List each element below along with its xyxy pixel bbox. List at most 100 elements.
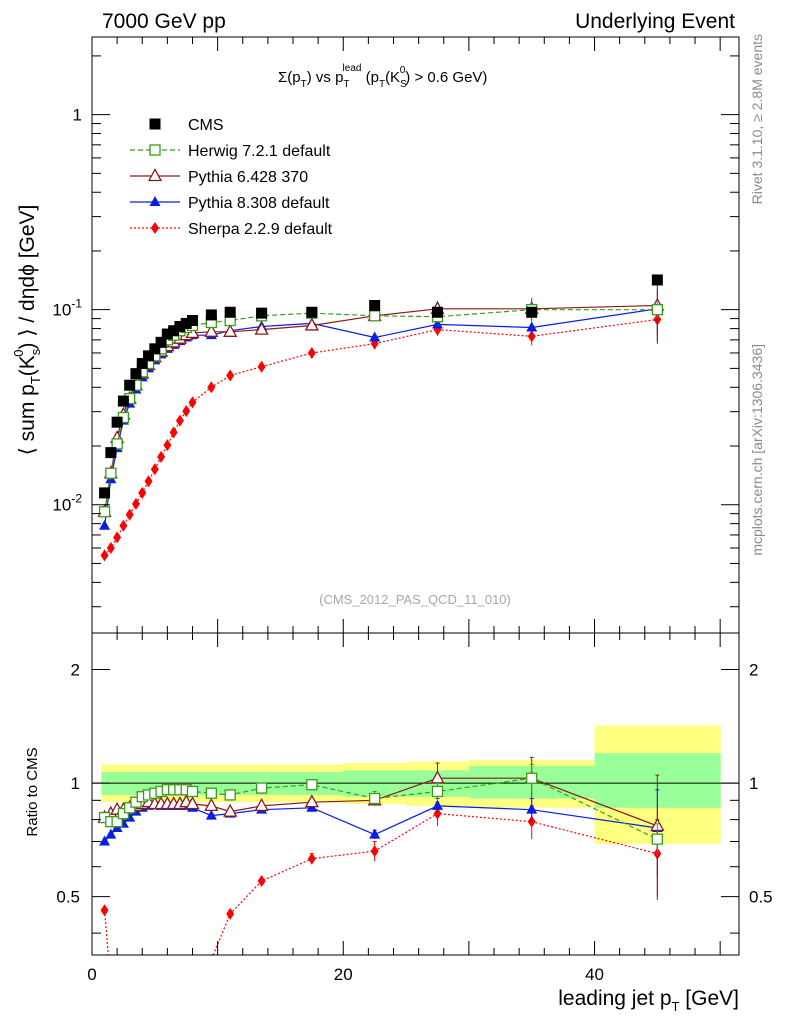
main-point-sherpa <box>119 519 128 532</box>
main-point-herwig <box>111 438 123 450</box>
tick-exponent: -1 <box>71 297 82 311</box>
legend-label-herwig: Herwig 7.2.1 default <box>188 143 331 160</box>
legend-marker-cms <box>149 118 161 130</box>
ratio-point-sherpa <box>163 992 171 1004</box>
main-point-sherpa <box>144 475 153 488</box>
legend-marker-sherpa <box>151 222 159 234</box>
main-point-sherpa <box>169 426 178 439</box>
legend-marker-pythia6 <box>147 168 163 182</box>
ratio-y-tick-label-right: 0.5 <box>749 888 773 907</box>
ratio-point-sherpa <box>370 845 379 858</box>
analysis-watermark: (CMS_2012_PAS_QCD_11_010) <box>319 592 511 607</box>
ratio-point-herwig <box>224 789 236 801</box>
main-point-sherpa <box>207 381 216 394</box>
main-point-sherpa <box>157 450 166 463</box>
main-point-cms <box>130 368 142 380</box>
legend-label-sherpa: Sherpa 2.2.9 default <box>188 221 333 238</box>
ratio-point-pythia8 <box>431 799 443 810</box>
x-axis-label: leading jet pT [GeV] <box>558 987 739 1014</box>
main-point-pythia6 <box>223 323 238 337</box>
main-point-cms <box>174 320 186 332</box>
main-point-herwig <box>651 304 663 316</box>
main-point-cms <box>155 336 167 348</box>
legend: CMS Herwig 7.2.1 default Pythia 6.428 370 P… <box>130 117 333 238</box>
main-point-cms <box>99 487 111 499</box>
legend-marker-herwig <box>149 144 161 156</box>
tick-base: 10 <box>52 496 71 515</box>
main-point-pythia8 <box>369 331 381 342</box>
ratio-series-group <box>97 756 665 1016</box>
ratio-point-sherpa <box>226 907 235 920</box>
main-point-sherpa <box>226 369 235 382</box>
main-point-cms <box>136 357 148 369</box>
ratio-point-herwig <box>205 787 217 799</box>
ratio-point-herwig <box>306 779 318 791</box>
main-point-cms <box>187 315 199 327</box>
main-point-pythia6 <box>204 323 219 337</box>
ratio-point-herwig <box>526 772 538 784</box>
main-point-sherpa <box>527 330 536 343</box>
ratio-point-herwig <box>186 785 199 798</box>
ratio-point-herwig <box>369 792 381 805</box>
main-y-label: ⟨ sum pT(Ks0) ⟩ / dηdϕ [GeV] <box>11 205 43 456</box>
ratio-point-sherpa <box>189 959 197 971</box>
main-y-tick-label: 10-1 <box>52 297 82 320</box>
main-point-pythia8 <box>99 519 111 530</box>
ratio-y-label: Ratio to CMS <box>24 747 41 836</box>
ratio-point-herwig <box>111 816 123 828</box>
main-point-cms <box>180 317 192 329</box>
ratio-point-pythia8 <box>105 828 117 839</box>
ratio-point-pythia8 <box>369 828 381 839</box>
x-tick-label: 0 <box>87 965 96 984</box>
main-y-tick-label: 1 <box>73 106 82 125</box>
main-point-pythia8 <box>526 321 538 332</box>
x-tick-label: 40 <box>585 965 604 984</box>
x-tick-label: 20 <box>334 965 353 984</box>
legend-label-pythia8: Pythia 8.308 default <box>188 195 330 212</box>
main-point-cms <box>526 306 538 318</box>
main-point-sherpa <box>113 531 122 544</box>
main-point-cms <box>111 416 123 428</box>
main-point-pythia6 <box>254 321 269 335</box>
main-y-tick-label: 10-2 <box>52 492 82 515</box>
ratio-point-pythia6 <box>223 803 238 817</box>
ratio-plot-frame <box>91 632 740 956</box>
ratio-y-tick-label-right: 2 <box>749 661 758 680</box>
main-series-group <box>97 274 665 562</box>
ratio-y-tick-label-left: 0.5 <box>56 888 80 907</box>
ratio-y-tick-label-right: 1 <box>749 774 758 793</box>
ratio-y-tick-label-left: 2 <box>71 661 80 680</box>
main-point-sherpa <box>307 346 316 359</box>
main-point-cms <box>149 343 161 355</box>
mcplots-label: mcplots.cern.ch [arXiv:1306.3436] <box>749 344 765 556</box>
main-point-herwig <box>98 506 111 518</box>
header-right: Underlying Event <box>575 10 735 33</box>
ratio-point-sherpa <box>157 1004 165 1016</box>
ratio-point-herwig <box>651 833 663 845</box>
main-point-cms <box>651 274 663 286</box>
main-point-pythia8 <box>431 318 443 329</box>
plot-title: Σ(pT) vs pTlead (pT(KS0) > 0.6 GeV) <box>278 63 487 90</box>
main-point-cms <box>124 379 136 391</box>
tick-base: 10 <box>52 301 71 320</box>
legend-marker-pythia8 <box>149 196 161 206</box>
main-point-sherpa <box>150 463 159 476</box>
main-point-herwig <box>369 310 381 322</box>
ratio-point-pythia6 <box>304 794 319 808</box>
main-point-sherpa <box>106 542 115 555</box>
ratio-point-pythia8 <box>99 835 111 846</box>
main-point-cms <box>369 300 381 312</box>
header-left: 7000 GeV pp <box>102 10 226 33</box>
main-point-sherpa <box>188 396 197 409</box>
main-point-herwig <box>105 467 117 479</box>
ratio-point-pythia8 <box>205 809 217 820</box>
ratio-point-pythia6 <box>254 798 269 812</box>
ratio-y-tick-label-left: 1 <box>71 774 80 793</box>
main-point-cms <box>256 307 268 319</box>
ratio-point-sherpa <box>210 953 213 955</box>
ratio-point-sherpa <box>307 852 316 865</box>
main-point-sherpa <box>163 439 172 452</box>
ratio-point-sherpa <box>107 980 115 992</box>
ratio-point-sherpa <box>100 904 109 917</box>
